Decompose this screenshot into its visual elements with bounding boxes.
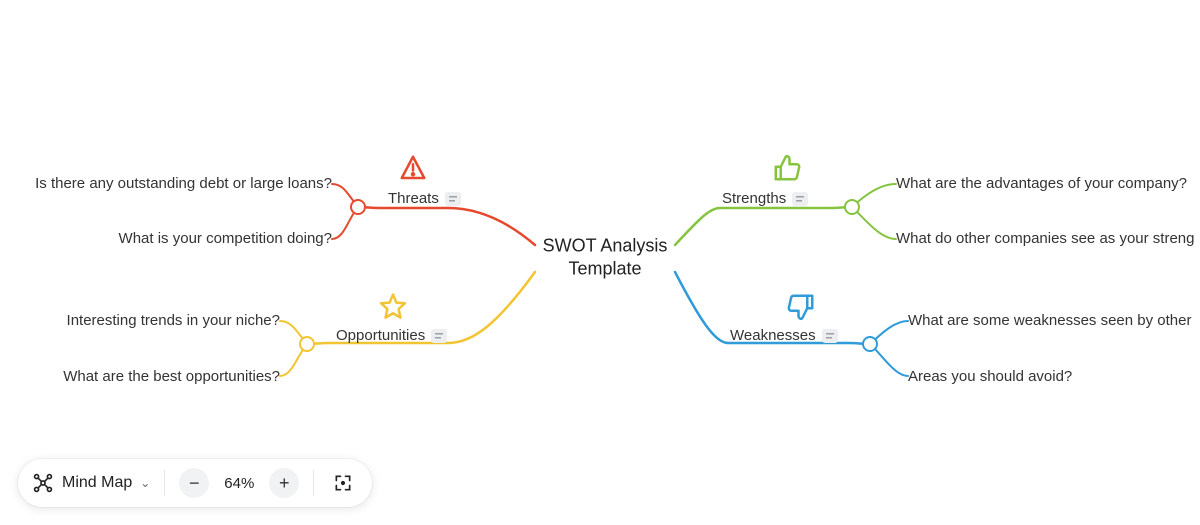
note-icon[interactable]: [792, 192, 808, 206]
threats-leaf-1[interactable]: Is there any outstanding debt or large l…: [35, 175, 332, 192]
weaknesses-leaf-1[interactable]: What are some weaknesses seen by other: [908, 312, 1191, 329]
weaknesses-junction[interactable]: [862, 336, 878, 352]
toolbar-separator: [164, 470, 165, 496]
note-icon[interactable]: [431, 329, 447, 343]
opportunities-label: Opportunities: [336, 327, 425, 344]
strengths-leaf-1[interactable]: What are the advantages of your company?: [896, 175, 1187, 192]
thumbs-down-icon: [786, 292, 816, 322]
strengths-leaf-2[interactable]: What do other companies see as your stre…: [896, 230, 1195, 247]
weaknesses-label: Weaknesses: [730, 327, 816, 344]
view-toolbar: Mind Map ⌄ − 64% +: [18, 459, 372, 507]
opportunities-junction[interactable]: [299, 336, 315, 352]
note-icon[interactable]: [822, 329, 838, 343]
thumbs-up-icon: [772, 153, 802, 183]
threats-label: Threats: [388, 190, 439, 207]
note-icon[interactable]: [445, 192, 461, 206]
warning-triangle-icon: [398, 153, 428, 183]
opportunities-leaf-1[interactable]: Interesting trends in your niche?: [67, 312, 280, 329]
view-mode-switcher[interactable]: Mind Map ⌄: [32, 472, 150, 494]
threats-leaf-2[interactable]: What is your competition doing?: [119, 230, 332, 247]
zoom-out-button[interactable]: −: [179, 468, 209, 498]
opportunities-node[interactable]: Opportunities: [336, 327, 447, 344]
zoom-value: 64%: [219, 475, 259, 492]
center-line2: Template: [543, 258, 668, 281]
mindmap-canvas[interactable]: SWOT Analysis Template Threats Is there …: [0, 0, 1200, 525]
strengths-junction[interactable]: [844, 199, 860, 215]
star-icon: [378, 292, 408, 322]
opportunities-leaf-2[interactable]: What are the best opportunities?: [63, 368, 280, 385]
mindmap-icon: [32, 472, 54, 494]
center-line1: SWOT Analysis: [543, 235, 668, 258]
zoom-in-button[interactable]: +: [269, 468, 299, 498]
threats-node[interactable]: Threats: [388, 190, 461, 207]
strengths-label: Strengths: [722, 190, 786, 207]
fit-screen-icon: [333, 473, 353, 493]
weaknesses-node[interactable]: Weaknesses: [730, 327, 838, 344]
chevron-down-icon: ⌄: [140, 476, 150, 490]
weaknesses-leaf-2[interactable]: Areas you should avoid?: [908, 368, 1072, 385]
strengths-node[interactable]: Strengths: [722, 190, 808, 207]
view-mode-label: Mind Map: [62, 474, 132, 492]
center-node[interactable]: SWOT Analysis Template: [543, 235, 668, 282]
threats-junction[interactable]: [350, 199, 366, 215]
toolbar-separator: [313, 470, 314, 496]
fit-to-screen-button[interactable]: [328, 468, 358, 498]
